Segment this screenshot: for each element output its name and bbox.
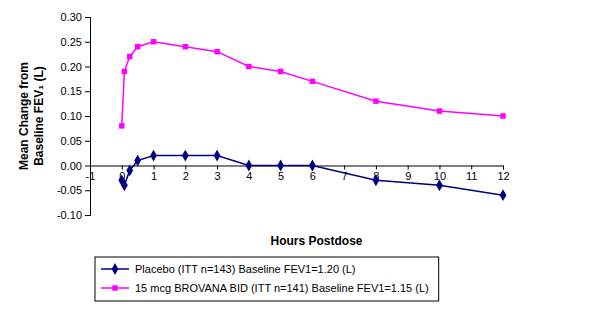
series-marker	[373, 174, 380, 186]
y-tick-mark	[85, 166, 90, 167]
y-tick-mark	[85, 215, 90, 216]
y-tick: 0.05	[61, 135, 90, 147]
series-marker	[151, 39, 156, 44]
series-marker	[127, 54, 132, 59]
x-tick-label: 5	[278, 170, 284, 182]
y-tick-label: 0.30	[61, 11, 82, 23]
y-axis-line	[85, 18, 91, 216]
y-tick: 0.10	[61, 110, 90, 122]
y-tick-mark	[85, 91, 90, 92]
series-marker	[214, 150, 221, 162]
x-tick-mark	[217, 166, 218, 170]
y-tick: 0.15	[61, 85, 90, 97]
series-line	[122, 156, 503, 196]
chart: -0.10 -0.05 0.00 0.05 0.10 0.15 0.20 0.25 0.30 -1…	[0, 0, 599, 324]
y-tick-mark	[85, 141, 90, 142]
x-tick-label: 12	[497, 170, 509, 182]
series-marker	[126, 165, 133, 177]
x-tick: 11	[466, 166, 477, 183]
y-tick: 0.25	[61, 36, 90, 48]
y-tick-mark	[85, 17, 90, 18]
series-marker	[183, 44, 188, 49]
x-tick: 1	[151, 166, 157, 183]
series-marker	[437, 108, 442, 113]
y-tick-mark	[85, 116, 90, 117]
series-marker	[500, 189, 507, 201]
legend-box	[95, 257, 439, 301]
x-tick-mark	[471, 166, 472, 170]
x-tick-mark	[90, 166, 91, 170]
x-tick-label: 2	[183, 170, 189, 182]
legend: Placebo (ITT n=143) Baseline FEV1=1.20 (…	[95, 257, 439, 301]
legend-label: Placebo (ITT n=143) Baseline FEV1=1.20 (…	[135, 263, 356, 275]
y-tick-label: -0.05	[57, 184, 82, 196]
series-marker	[278, 69, 283, 74]
y-tick-mark	[85, 67, 90, 68]
y-tick-label: 0.15	[61, 85, 82, 97]
y-tick-label: 0.05	[61, 135, 82, 147]
x-tick-mark	[439, 166, 440, 170]
x-tick-mark	[376, 166, 377, 170]
x-tick-label: 3	[215, 170, 221, 182]
y-axis-title: Mean Change fromBaseline FEV₁ (L)	[17, 62, 46, 170]
x-tick-mark	[122, 166, 123, 170]
x-tick: 12	[497, 166, 509, 183]
x-tick-label: 6	[310, 170, 316, 182]
y-tick: 0.20	[61, 61, 90, 73]
x-tick-label: 4	[246, 170, 252, 182]
series-line	[122, 42, 503, 126]
x-tick-mark	[344, 166, 345, 170]
series-marker	[500, 113, 505, 118]
y-tick-mark	[85, 42, 90, 43]
y-tick-label: 0.10	[61, 110, 82, 122]
y-tick-label: 0.20	[61, 61, 82, 73]
x-tick: 3	[215, 166, 221, 183]
x-tick: -1	[86, 166, 96, 183]
series-marker	[182, 150, 189, 162]
series-marker	[309, 160, 316, 172]
series-marker	[277, 160, 284, 172]
y-tick: 0.30	[61, 11, 90, 23]
series-marker	[310, 79, 315, 84]
x-tick-mark	[185, 166, 186, 170]
legend-marker	[112, 285, 117, 290]
legend-marker	[112, 263, 119, 275]
y-tick-label: 0.25	[61, 36, 82, 48]
y-tick: -0.05	[57, 184, 90, 196]
x-axis-title: Hours Postdose	[270, 234, 362, 248]
x-tick-label: -1	[86, 170, 96, 182]
y-tick-label: -0.10	[57, 209, 82, 221]
x-tick-mark	[503, 166, 504, 170]
y-tick-mark	[85, 190, 90, 191]
series-marker	[119, 123, 124, 128]
x-tick: 9	[405, 166, 411, 183]
x-tick-label: 9	[405, 170, 411, 182]
x-tick-mark	[408, 166, 409, 170]
series-marker	[135, 44, 140, 49]
legend-label: 15 mcg BROVANA BID (ITT n=141) Baseline …	[135, 282, 429, 294]
x-tick-label: 1	[151, 170, 157, 182]
series-marker	[122, 69, 127, 74]
x-tick-mark	[154, 166, 155, 170]
x-tick-label: 11	[466, 170, 477, 182]
x-axis: -10123456789101112	[86, 166, 510, 183]
series-marker	[436, 179, 443, 191]
plot-area	[118, 39, 506, 201]
x-tick: 10	[434, 166, 446, 183]
series-marker	[214, 49, 219, 54]
series-marker	[245, 160, 252, 172]
series-marker	[373, 98, 378, 103]
series-marker	[150, 150, 157, 162]
y-axis: -0.10 -0.05 0.00 0.05 0.10 0.15 0.20 0.25 0.30	[57, 11, 91, 221]
y-tick-label: 0.00	[61, 160, 82, 172]
y-tick: -0.10	[57, 209, 90, 221]
series-marker	[246, 64, 251, 69]
series-marker	[134, 155, 141, 167]
series-marker	[121, 179, 128, 191]
x-tick: 2	[183, 166, 189, 183]
x-axis-line	[91, 166, 504, 170]
